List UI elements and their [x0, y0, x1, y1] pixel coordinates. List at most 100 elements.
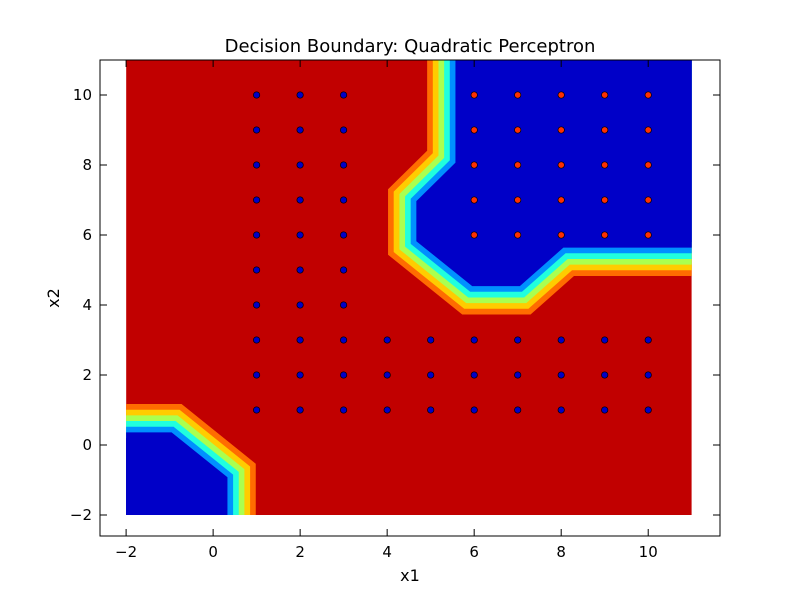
data-point-blue	[514, 336, 522, 344]
data-point-red	[514, 196, 522, 204]
data-point-red	[644, 161, 652, 169]
x-tick-label: 6	[469, 543, 479, 561]
chart-title: Decision Boundary: Quadratic Perceptron	[225, 36, 596, 57]
data-point-red	[601, 126, 609, 134]
y-tick-label: 2	[82, 366, 92, 384]
y-tick-label: 6	[82, 226, 92, 244]
data-point-red	[470, 161, 478, 169]
data-point-blue	[340, 336, 348, 344]
data-point-red	[514, 161, 522, 169]
y-tick-label: 10	[73, 86, 92, 104]
data-point-blue	[253, 196, 261, 204]
data-point-blue	[427, 336, 435, 344]
data-point-red	[644, 126, 652, 134]
data-point-blue	[557, 371, 565, 379]
positive-core	[126, 438, 222, 515]
data-point-blue	[601, 336, 609, 344]
data-point-blue	[296, 371, 304, 379]
data-point-red	[514, 126, 522, 134]
data-point-blue	[296, 196, 304, 204]
data-point-blue	[383, 336, 391, 344]
data-point-blue	[296, 126, 304, 134]
data-point-blue	[340, 231, 348, 239]
x-axis-label: x1	[400, 566, 420, 585]
data-point-blue	[514, 371, 522, 379]
data-point-blue	[340, 266, 348, 274]
y-axis-ticks: −2 0 2 4 6 8 10	[70, 86, 720, 524]
data-point-red	[557, 126, 565, 134]
data-point-blue	[470, 406, 478, 414]
positive-region-1	[388, 60, 692, 315]
data-point-blue	[253, 126, 261, 134]
data-point-blue	[253, 336, 261, 344]
data-point-red	[470, 231, 478, 239]
data-point-red	[514, 91, 522, 99]
data-point-blue	[253, 91, 261, 99]
x-tick-label: 0	[208, 543, 218, 561]
data-point-red	[601, 196, 609, 204]
data-point-red	[557, 196, 565, 204]
x-tick-label: 10	[639, 543, 658, 561]
data-point-red	[470, 126, 478, 134]
data-point-blue	[253, 266, 261, 274]
x-tick-label: 2	[295, 543, 305, 561]
positive-core	[422, 60, 692, 281]
data-point-red	[470, 196, 478, 204]
data-point-red	[601, 91, 609, 99]
plot-area	[126, 60, 692, 515]
data-point-red	[644, 196, 652, 204]
data-point-blue	[340, 161, 348, 169]
data-point-red	[644, 91, 652, 99]
data-point-blue	[253, 301, 261, 309]
decision-surface	[126, 60, 692, 515]
data-point-blue	[340, 301, 348, 309]
y-tick-label: −2	[70, 506, 92, 524]
x-tick-label: 8	[556, 543, 566, 561]
data-point-blue	[427, 406, 435, 414]
x-axis-ticks: −2 0 2 4 6 8 10	[115, 60, 658, 561]
plot-frame	[99, 59, 721, 537]
x-tick-label: −2	[115, 543, 137, 561]
data-point-blue	[644, 371, 652, 379]
data-point-red	[644, 231, 652, 239]
positive-region-2	[126, 404, 256, 515]
data-point-blue	[470, 371, 478, 379]
data-point-blue	[253, 406, 261, 414]
data-point-red	[601, 231, 609, 239]
data-point-blue	[296, 266, 304, 274]
data-point-blue	[644, 336, 652, 344]
data-point-blue	[296, 91, 304, 99]
data-point-blue	[470, 336, 478, 344]
data-point-blue	[253, 161, 261, 169]
data-point-blue	[253, 231, 261, 239]
data-point-blue	[340, 91, 348, 99]
data-point-blue	[557, 406, 565, 414]
data-point-blue	[557, 336, 565, 344]
data-point-blue	[514, 406, 522, 414]
data-point-blue	[601, 406, 609, 414]
y-axis-label: x2	[44, 288, 63, 308]
data-point-red	[601, 161, 609, 169]
y-tick-label: 4	[82, 296, 92, 314]
data-point-blue	[383, 371, 391, 379]
data-point-blue	[340, 406, 348, 414]
y-tick-label: 8	[82, 156, 92, 174]
data-points	[253, 91, 652, 414]
data-point-blue	[296, 336, 304, 344]
data-point-blue	[296, 161, 304, 169]
data-point-blue	[383, 406, 391, 414]
data-point-blue	[253, 371, 261, 379]
data-point-blue	[296, 301, 304, 309]
y-tick-label: 0	[82, 436, 92, 454]
data-point-red	[557, 91, 565, 99]
data-point-red	[514, 231, 522, 239]
data-point-blue	[340, 196, 348, 204]
data-point-blue	[644, 406, 652, 414]
data-point-blue	[296, 406, 304, 414]
x-tick-label: 4	[382, 543, 392, 561]
data-point-blue	[296, 231, 304, 239]
data-point-blue	[427, 371, 435, 379]
data-point-red	[470, 91, 478, 99]
data-point-blue	[601, 371, 609, 379]
